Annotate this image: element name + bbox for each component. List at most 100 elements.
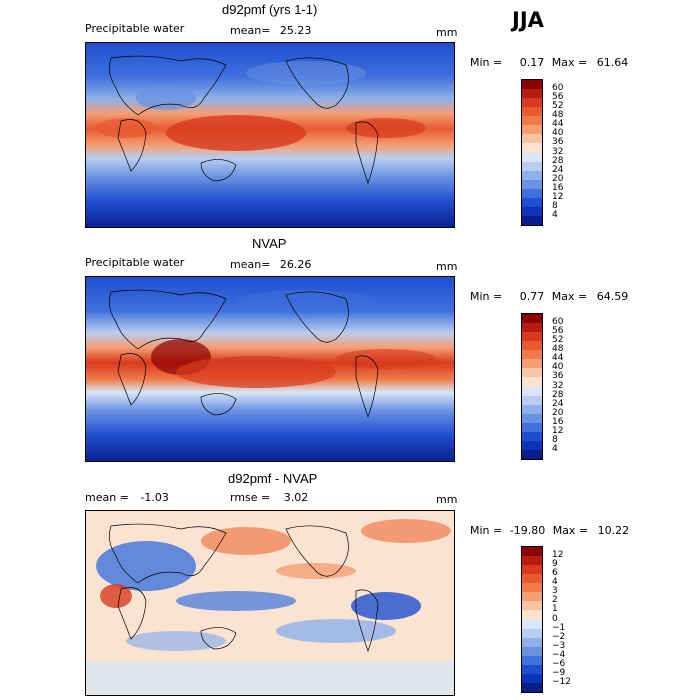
max-label: Max = bbox=[551, 290, 588, 303]
colorbar-segment bbox=[522, 440, 542, 450]
min-value: -19.80 bbox=[509, 524, 546, 537]
colorbar-segment bbox=[522, 98, 542, 108]
colorbar-segment bbox=[522, 368, 542, 378]
colorbar-segment bbox=[522, 197, 542, 207]
colorbar-tick-label: 56 bbox=[552, 326, 564, 337]
mean-value: -1.03 bbox=[140, 491, 169, 504]
colorbar-tick-label: 40 bbox=[552, 128, 564, 139]
colorbar-tick-label: 28 bbox=[552, 155, 564, 166]
colorbar-tick-label: −12 bbox=[552, 676, 571, 687]
colorbar-segment bbox=[522, 619, 542, 629]
minmax-obs: Min = 0.77 Max = 64.59 bbox=[470, 290, 628, 303]
mean-value: 25.23 bbox=[279, 24, 312, 37]
colorbar-tick-label: 12 bbox=[552, 425, 564, 436]
map-obs-field bbox=[86, 277, 454, 461]
mean-readout-obs: mean= 26.26 bbox=[230, 258, 311, 271]
mean-value: 26.26 bbox=[279, 258, 312, 271]
colorbar-segment bbox=[522, 161, 542, 171]
colorbar-tick-label: 24 bbox=[552, 398, 564, 409]
colorbar-segment bbox=[522, 404, 542, 414]
colorbar-tick-label: 12 bbox=[552, 550, 564, 561]
colorbar-tick-label: 44 bbox=[552, 353, 564, 364]
map-obs bbox=[85, 276, 455, 462]
colorbar-tick-label: 60 bbox=[552, 317, 564, 328]
colorbar-segment bbox=[522, 107, 542, 117]
colorbar-tick-label: 56 bbox=[552, 92, 564, 103]
colorbar-model bbox=[521, 79, 543, 226]
panel-variable-label-obs: Precipitable water bbox=[85, 256, 185, 269]
unit-label-obs: mm bbox=[436, 260, 458, 273]
colorbar-segment bbox=[522, 359, 542, 369]
colorbar-tick-label: 32 bbox=[552, 380, 564, 391]
panel-title-diff: d92pmf - NVAP bbox=[228, 471, 318, 486]
mean-label: mean= bbox=[230, 258, 271, 271]
colorbar-tick-label: −3 bbox=[552, 640, 566, 651]
colorbar-segment bbox=[522, 673, 542, 683]
minmax-model: Min = 0.17 Max = 61.64 bbox=[470, 56, 628, 69]
colorbar-tick-label: 3 bbox=[552, 586, 558, 597]
map-diff bbox=[85, 510, 455, 696]
colorbar-tick-label: 52 bbox=[552, 101, 564, 112]
colorbar-segment bbox=[522, 395, 542, 405]
colorbar-segment bbox=[522, 143, 542, 153]
colorbar-tick-label: 2 bbox=[552, 595, 558, 606]
min-value: 0.77 bbox=[519, 290, 545, 303]
colorbar-tick-label: 24 bbox=[552, 164, 564, 175]
colorbar-segment bbox=[522, 116, 542, 126]
colorbar-segment bbox=[522, 422, 542, 432]
colorbar-tick-label: −2 bbox=[552, 631, 566, 642]
mean-label: mean= bbox=[230, 24, 271, 37]
colorbar-segment bbox=[522, 655, 542, 665]
min-label: Min = bbox=[470, 524, 503, 537]
colorbar-tick-label: 16 bbox=[552, 416, 564, 427]
colorbar-tick-label: 9 bbox=[552, 559, 558, 570]
colorbar-tick-label: 44 bbox=[552, 119, 564, 130]
rmse-value: 3.02 bbox=[283, 491, 309, 504]
colorbar-segment bbox=[522, 637, 542, 647]
colorbar-segment bbox=[522, 556, 542, 566]
colorbar-segment bbox=[522, 592, 542, 602]
colorbar-segment bbox=[522, 377, 542, 387]
colorbar-segment bbox=[522, 610, 542, 620]
colorbar-tick-label: 6 bbox=[552, 568, 558, 579]
unit-label-diff: mm bbox=[436, 493, 458, 506]
colorbar-segment bbox=[522, 431, 542, 441]
mean-readout-model: mean= 25.23 bbox=[230, 24, 311, 37]
colorbar-tick-label: 36 bbox=[552, 137, 564, 148]
panel-title-obs: NVAP bbox=[252, 236, 287, 251]
colorbar-segment bbox=[522, 682, 542, 692]
colorbar-segment bbox=[522, 206, 542, 216]
map-diff-field bbox=[86, 511, 454, 695]
panel-variable-label-model: Precipitable water bbox=[85, 22, 185, 35]
panel-title-model: d92pmf (yrs 1-1) bbox=[222, 2, 318, 17]
colorbar-segment bbox=[522, 664, 542, 674]
rmse-label: rmse = bbox=[230, 491, 271, 504]
max-value: 10.22 bbox=[597, 524, 630, 537]
colorbar-segment bbox=[522, 125, 542, 135]
colorbar-segment bbox=[522, 449, 542, 459]
mean-label: mean = bbox=[85, 491, 129, 504]
colorbar-segment bbox=[522, 341, 542, 351]
colorbar-segment bbox=[522, 601, 542, 611]
colorbar-segment bbox=[522, 628, 542, 638]
colorbar-segment bbox=[522, 386, 542, 396]
colorbar-tick-label: 36 bbox=[552, 371, 564, 382]
colorbar-segment bbox=[522, 547, 542, 557]
colorbar-segment bbox=[522, 152, 542, 162]
colorbar-obs bbox=[521, 313, 543, 460]
colorbar-tick-label: 52 bbox=[552, 335, 564, 346]
colorbar-tick-label: 8 bbox=[552, 200, 558, 211]
colorbar-segment bbox=[522, 323, 542, 333]
colorbar-tick-label: 40 bbox=[552, 362, 564, 373]
colorbar-tick-label: 28 bbox=[552, 389, 564, 400]
colorbar-diff bbox=[521, 546, 543, 693]
map-model-field bbox=[86, 43, 454, 227]
mean-readout-diff: mean = -1.03 bbox=[85, 491, 169, 504]
colorbar-tick-label: 60 bbox=[552, 83, 564, 94]
colorbar-segment bbox=[522, 332, 542, 342]
colorbar-tick-label: −1 bbox=[552, 622, 566, 633]
min-value: 0.17 bbox=[519, 56, 545, 69]
colorbar-tick-label: −4 bbox=[552, 649, 566, 660]
minmax-diff: Min = -19.80 Max = 10.22 bbox=[470, 524, 629, 537]
colorbar-tick-label: 48 bbox=[552, 110, 564, 121]
